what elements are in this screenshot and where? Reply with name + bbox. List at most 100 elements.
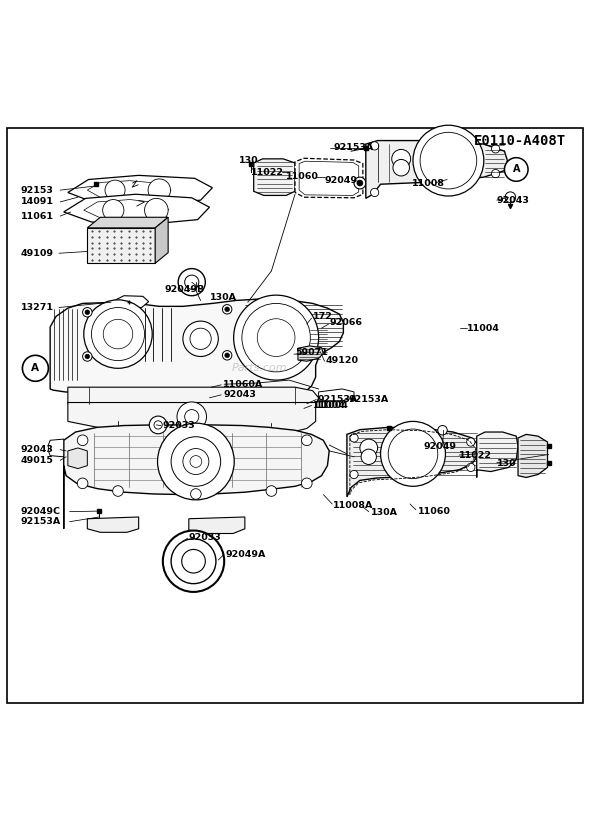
Text: 49015: 49015 bbox=[21, 456, 54, 465]
Circle shape bbox=[350, 470, 358, 479]
Circle shape bbox=[163, 530, 224, 592]
Polygon shape bbox=[64, 425, 329, 529]
Circle shape bbox=[185, 530, 206, 552]
Text: 92153A: 92153A bbox=[317, 395, 358, 404]
Polygon shape bbox=[111, 296, 149, 308]
Text: E0110-A408T: E0110-A408T bbox=[474, 134, 566, 148]
Circle shape bbox=[190, 328, 211, 349]
Circle shape bbox=[301, 478, 312, 489]
Polygon shape bbox=[87, 517, 139, 533]
Circle shape bbox=[413, 125, 484, 196]
Polygon shape bbox=[68, 387, 319, 416]
Circle shape bbox=[354, 177, 366, 189]
Polygon shape bbox=[319, 389, 354, 401]
Circle shape bbox=[149, 416, 167, 434]
Circle shape bbox=[222, 351, 232, 360]
Circle shape bbox=[360, 439, 378, 457]
Text: A: A bbox=[31, 363, 40, 373]
Polygon shape bbox=[518, 435, 548, 478]
Circle shape bbox=[371, 142, 379, 150]
Circle shape bbox=[191, 489, 201, 499]
Circle shape bbox=[392, 150, 411, 169]
Polygon shape bbox=[298, 346, 323, 361]
Text: 92049A: 92049A bbox=[225, 549, 266, 558]
Text: 11022: 11022 bbox=[251, 168, 284, 177]
Polygon shape bbox=[87, 180, 171, 201]
Circle shape bbox=[504, 158, 528, 181]
Polygon shape bbox=[366, 140, 507, 199]
Circle shape bbox=[467, 438, 475, 446]
Circle shape bbox=[103, 199, 124, 221]
Text: 49109: 49109 bbox=[21, 248, 54, 258]
Text: 11060: 11060 bbox=[418, 507, 451, 515]
Text: 130: 130 bbox=[497, 460, 517, 469]
Text: 92153A: 92153A bbox=[21, 517, 61, 526]
Text: 92043: 92043 bbox=[497, 196, 530, 205]
Text: 130A: 130A bbox=[371, 509, 398, 518]
Circle shape bbox=[393, 160, 409, 176]
Text: 11060A: 11060A bbox=[223, 380, 263, 389]
Bar bbox=[87, 228, 155, 263]
Text: 92049: 92049 bbox=[424, 442, 457, 450]
Polygon shape bbox=[50, 298, 343, 406]
Circle shape bbox=[105, 180, 125, 200]
Circle shape bbox=[182, 549, 205, 573]
Text: Parts.com: Parts.com bbox=[232, 363, 287, 373]
Circle shape bbox=[266, 485, 277, 496]
Polygon shape bbox=[477, 432, 518, 478]
Circle shape bbox=[491, 170, 500, 178]
Text: 130A: 130A bbox=[209, 293, 237, 302]
Text: 11004: 11004 bbox=[313, 401, 346, 410]
Polygon shape bbox=[48, 439, 64, 457]
Polygon shape bbox=[87, 217, 168, 228]
Text: 11008: 11008 bbox=[412, 179, 445, 188]
Circle shape bbox=[85, 310, 90, 315]
Text: A: A bbox=[513, 165, 520, 175]
Circle shape bbox=[257, 319, 295, 356]
Polygon shape bbox=[295, 158, 363, 198]
Circle shape bbox=[183, 449, 209, 475]
Text: 11061: 11061 bbox=[21, 212, 54, 220]
Polygon shape bbox=[68, 448, 87, 469]
Text: 13271: 13271 bbox=[21, 303, 54, 312]
Circle shape bbox=[371, 189, 379, 197]
Circle shape bbox=[84, 300, 152, 368]
Text: 172: 172 bbox=[313, 312, 333, 321]
Circle shape bbox=[83, 352, 92, 361]
Text: 11004: 11004 bbox=[467, 324, 500, 332]
Circle shape bbox=[222, 305, 232, 314]
Circle shape bbox=[467, 464, 475, 471]
Polygon shape bbox=[64, 194, 209, 224]
Circle shape bbox=[183, 321, 218, 356]
Circle shape bbox=[234, 295, 319, 380]
Circle shape bbox=[381, 421, 445, 486]
Text: 11022: 11022 bbox=[459, 451, 492, 460]
Circle shape bbox=[77, 435, 88, 445]
Circle shape bbox=[145, 199, 168, 222]
Circle shape bbox=[438, 425, 447, 435]
Circle shape bbox=[190, 535, 202, 547]
Circle shape bbox=[190, 455, 202, 467]
Circle shape bbox=[505, 192, 516, 203]
Circle shape bbox=[185, 275, 199, 289]
Text: 11004: 11004 bbox=[316, 401, 349, 410]
Circle shape bbox=[350, 434, 358, 442]
Circle shape bbox=[357, 180, 363, 186]
Text: 92043: 92043 bbox=[21, 445, 54, 455]
Text: 92033: 92033 bbox=[162, 421, 195, 430]
Circle shape bbox=[301, 435, 312, 445]
Circle shape bbox=[103, 319, 133, 349]
Circle shape bbox=[225, 307, 230, 312]
Circle shape bbox=[85, 354, 90, 359]
Circle shape bbox=[225, 353, 230, 357]
Polygon shape bbox=[68, 402, 316, 437]
Polygon shape bbox=[155, 217, 168, 263]
Circle shape bbox=[77, 478, 88, 489]
Circle shape bbox=[83, 307, 92, 317]
Text: 92153A: 92153A bbox=[348, 395, 388, 404]
Circle shape bbox=[388, 429, 438, 479]
Text: 92049C: 92049C bbox=[21, 507, 61, 516]
Circle shape bbox=[178, 268, 205, 296]
Text: 92153A: 92153A bbox=[333, 143, 373, 152]
Circle shape bbox=[420, 132, 477, 189]
